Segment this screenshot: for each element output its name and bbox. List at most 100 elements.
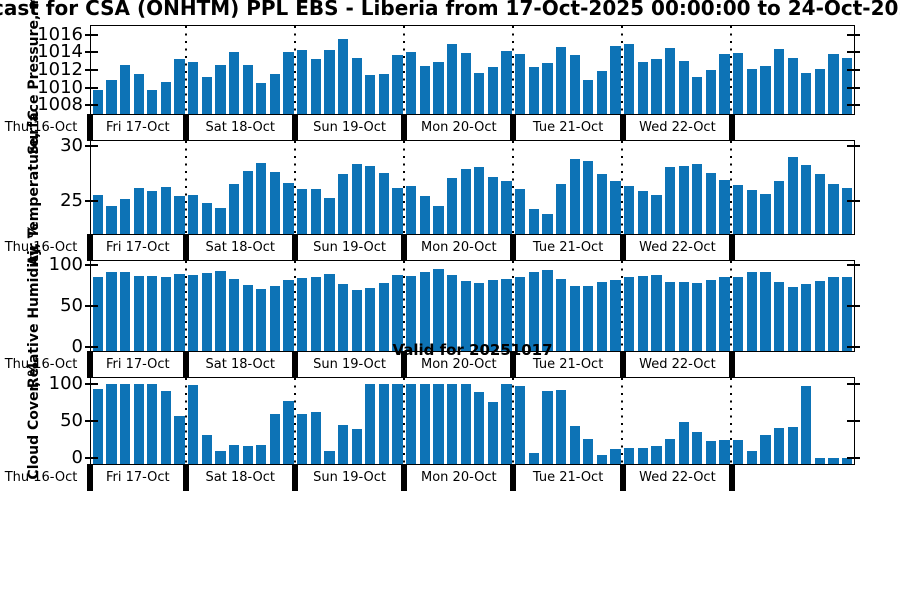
bar — [610, 279, 621, 351]
bar-slot — [663, 378, 677, 464]
bar — [92, 277, 103, 351]
bar — [746, 190, 757, 234]
bar-slot — [268, 141, 282, 234]
day-label: Sat 18-Oct — [205, 120, 276, 135]
bar-slot — [582, 26, 596, 114]
bar-slot — [677, 141, 691, 234]
bar — [583, 79, 594, 114]
bar-slot — [745, 261, 759, 351]
day-divider-bar — [182, 351, 189, 378]
bar — [351, 163, 362, 234]
bar — [106, 79, 117, 114]
bar — [297, 189, 308, 234]
day-label-row-4: Thu 16-Oct Fri 17-Oct Sat 18-Oct Sun 19-Oct… — [5, 464, 855, 491]
bar-slot — [295, 261, 309, 351]
y-tick-mark-left — [85, 33, 98, 36]
bar — [283, 182, 294, 234]
bar-slot — [309, 141, 323, 234]
bar-slot — [622, 378, 636, 464]
bar — [801, 283, 812, 351]
bar-slot — [323, 141, 337, 234]
day-label: Fri 17-Oct — [105, 470, 170, 485]
bar-slot — [459, 378, 473, 464]
bar — [406, 383, 417, 464]
bar — [269, 171, 281, 234]
bar — [719, 180, 730, 234]
bar-slot — [595, 378, 609, 464]
bar — [692, 77, 703, 114]
day-divider-bar — [619, 351, 626, 378]
bar-slot — [309, 378, 323, 464]
y-tick-label: 0 — [71, 447, 83, 469]
day-label-row-3: Thu 16-Oct Fri 17-Oct Sat 18-Oct Sun 19-Oct… — [5, 351, 855, 378]
bar-slot — [418, 141, 432, 234]
bar — [678, 422, 689, 464]
bar-slot — [241, 261, 255, 351]
bar — [787, 287, 798, 351]
cloud-cover-panel: Cloud Cover, % 0 50 100 — [26, 362, 860, 480]
bar — [201, 273, 212, 351]
bar-slot — [323, 26, 337, 114]
bar-slot — [800, 378, 814, 464]
bar-slot — [772, 141, 786, 234]
bar — [719, 54, 730, 114]
bar-slot — [132, 378, 146, 464]
bar-slot — [677, 26, 691, 114]
bar-slot — [377, 141, 391, 234]
day-divider-bar — [729, 234, 736, 261]
bar — [569, 158, 580, 234]
bar-slot — [513, 378, 527, 464]
bar-slot — [295, 26, 309, 114]
y-tick-mark-left — [85, 457, 98, 460]
bar-slot — [568, 378, 582, 464]
y-tick-label: 100 — [48, 254, 83, 276]
bar — [201, 203, 212, 234]
bar — [705, 70, 717, 114]
bar — [201, 77, 212, 114]
bar — [446, 178, 458, 234]
bar-slot — [173, 261, 187, 351]
bar-slot — [268, 261, 282, 351]
bar — [297, 414, 308, 464]
bar — [228, 183, 240, 234]
bar-slot — [173, 26, 187, 114]
bar — [569, 55, 580, 114]
day-label: Fri 17-Oct — [105, 240, 170, 255]
bar — [365, 288, 376, 351]
bar-slot — [500, 141, 514, 234]
bar-slot — [364, 141, 378, 234]
bar-slot — [704, 141, 718, 234]
bar — [188, 385, 199, 464]
bar — [555, 279, 567, 351]
bar-slot — [486, 141, 500, 234]
bar — [106, 271, 117, 351]
bar — [555, 389, 567, 464]
bar — [692, 163, 703, 234]
bar-slot — [418, 261, 432, 351]
bar-slot — [718, 378, 732, 464]
bar-slot — [200, 26, 214, 114]
day-label: Tue 21-Oct — [532, 470, 604, 485]
bar — [147, 90, 158, 114]
bar-slot — [91, 141, 105, 234]
day-boundary-dotted-line — [730, 378, 733, 464]
bar-slot — [622, 261, 636, 351]
bar-slot — [391, 261, 405, 351]
bar — [378, 383, 390, 464]
bar — [365, 75, 376, 114]
bar — [733, 184, 744, 234]
bar — [433, 205, 444, 234]
bar-slot — [241, 26, 255, 114]
day-boundary-dotted-line — [294, 378, 297, 464]
bar-slot — [159, 261, 173, 351]
bar — [147, 275, 158, 351]
bar — [460, 169, 471, 234]
bar-slot — [650, 141, 664, 234]
bar — [828, 277, 839, 351]
y-tick-mark-left — [85, 264, 98, 267]
bar-slot — [582, 378, 596, 464]
day-boundary-dotted-line — [403, 261, 406, 351]
bar-slot — [840, 26, 854, 114]
bar — [678, 166, 689, 234]
bar-slot — [813, 26, 827, 114]
